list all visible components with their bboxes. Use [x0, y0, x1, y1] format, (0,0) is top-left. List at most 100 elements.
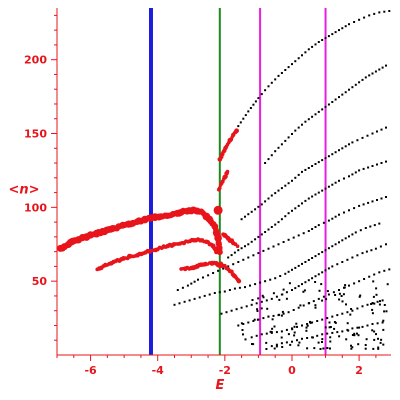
data-point: [240, 218, 243, 221]
data-point: [314, 281, 317, 283]
data-point: [233, 287, 236, 290]
data-point: [371, 308, 374, 311]
data-point: [358, 295, 361, 298]
data-point: [353, 207, 356, 210]
data-point: [376, 300, 379, 303]
data-point: [361, 305, 364, 308]
x-tick-label: -6: [84, 364, 97, 377]
data-point: [343, 177, 345, 180]
data-point: [378, 271, 381, 274]
data-point: [274, 223, 277, 226]
data-point: [321, 338, 324, 341]
data-point: [301, 337, 303, 340]
data-point: [311, 277, 314, 280]
data-point: [331, 245, 334, 248]
data-point: [346, 311, 349, 314]
data-point: [173, 303, 176, 306]
data-point: [314, 304, 317, 307]
data-point: [331, 331, 334, 334]
data-point: [227, 265, 230, 268]
data-point: [336, 263, 339, 266]
data-point: [260, 307, 263, 310]
data-point: [368, 14, 371, 17]
data-point: [343, 211, 345, 214]
data-point: [252, 343, 255, 346]
data-point: [295, 322, 298, 325]
data-point: [353, 332, 356, 335]
data-point: [264, 200, 267, 203]
data-point: [324, 37, 327, 39]
data-point: [287, 311, 290, 314]
data-point: [265, 299, 268, 302]
data-point: [256, 310, 259, 312]
data-point: [292, 236, 295, 239]
data-point: [370, 249, 373, 252]
data-point: [223, 290, 226, 293]
data-point: [193, 297, 196, 300]
data-point: [267, 158, 270, 161]
data-point: [238, 286, 241, 289]
y-tick-label: 100: [24, 201, 47, 214]
data-point: [265, 341, 268, 344]
data-point: [280, 143, 283, 146]
data-point: [178, 302, 181, 305]
data-point: [341, 261, 344, 263]
data-point: [294, 287, 297, 290]
data-point: [256, 318, 259, 321]
data-point: [291, 289, 293, 291]
data-point: [247, 321, 250, 324]
data-point: [341, 330, 344, 333]
data-point: [311, 228, 314, 230]
data-point: [317, 253, 320, 256]
data-point: [307, 48, 310, 51]
data-point: [202, 276, 204, 279]
data-point: [241, 329, 244, 331]
data-point: [364, 347, 367, 350]
data-point: [316, 334, 319, 337]
data-point: [296, 339, 298, 342]
data-point: [377, 347, 380, 350]
data-point: [293, 331, 296, 334]
data-point: [304, 51, 307, 54]
data-point: [373, 338, 376, 341]
data-point: [293, 325, 296, 328]
data-point: [292, 309, 295, 311]
data-point: [275, 331, 278, 334]
data-point: [261, 294, 264, 297]
data-point: [331, 33, 334, 36]
data-point: [358, 280, 361, 283]
data-point: [377, 337, 379, 340]
data-point: [321, 271, 324, 274]
data-point: [314, 275, 317, 278]
highlight-point: [225, 169, 230, 174]
data-point: [356, 326, 359, 329]
data-point: [227, 256, 230, 259]
data-point: [358, 18, 361, 21]
data-point: [327, 293, 330, 296]
data-point: [350, 347, 353, 350]
data-point: [364, 344, 367, 346]
data-point: [275, 343, 278, 346]
data-point: [274, 192, 277, 195]
data-point: [347, 329, 350, 332]
data-point: [359, 229, 362, 232]
data-point: [321, 341, 323, 343]
data-point: [267, 228, 270, 231]
data-point: [285, 341, 288, 344]
data-point: [280, 72, 283, 74]
data-point: [336, 314, 339, 317]
data-point: [273, 347, 276, 350]
data-point: [297, 285, 300, 288]
data-point: [382, 328, 385, 331]
data-point: [334, 215, 337, 218]
data-point: [376, 322, 379, 325]
data-point: [254, 238, 257, 241]
data-point: [294, 176, 297, 179]
data-point: [377, 346, 380, 349]
data-point: [218, 291, 221, 294]
data-point: [285, 291, 288, 294]
data-point: [242, 323, 245, 325]
data-point: [334, 31, 337, 34]
data-point: [217, 269, 220, 272]
data-point: [327, 185, 330, 188]
